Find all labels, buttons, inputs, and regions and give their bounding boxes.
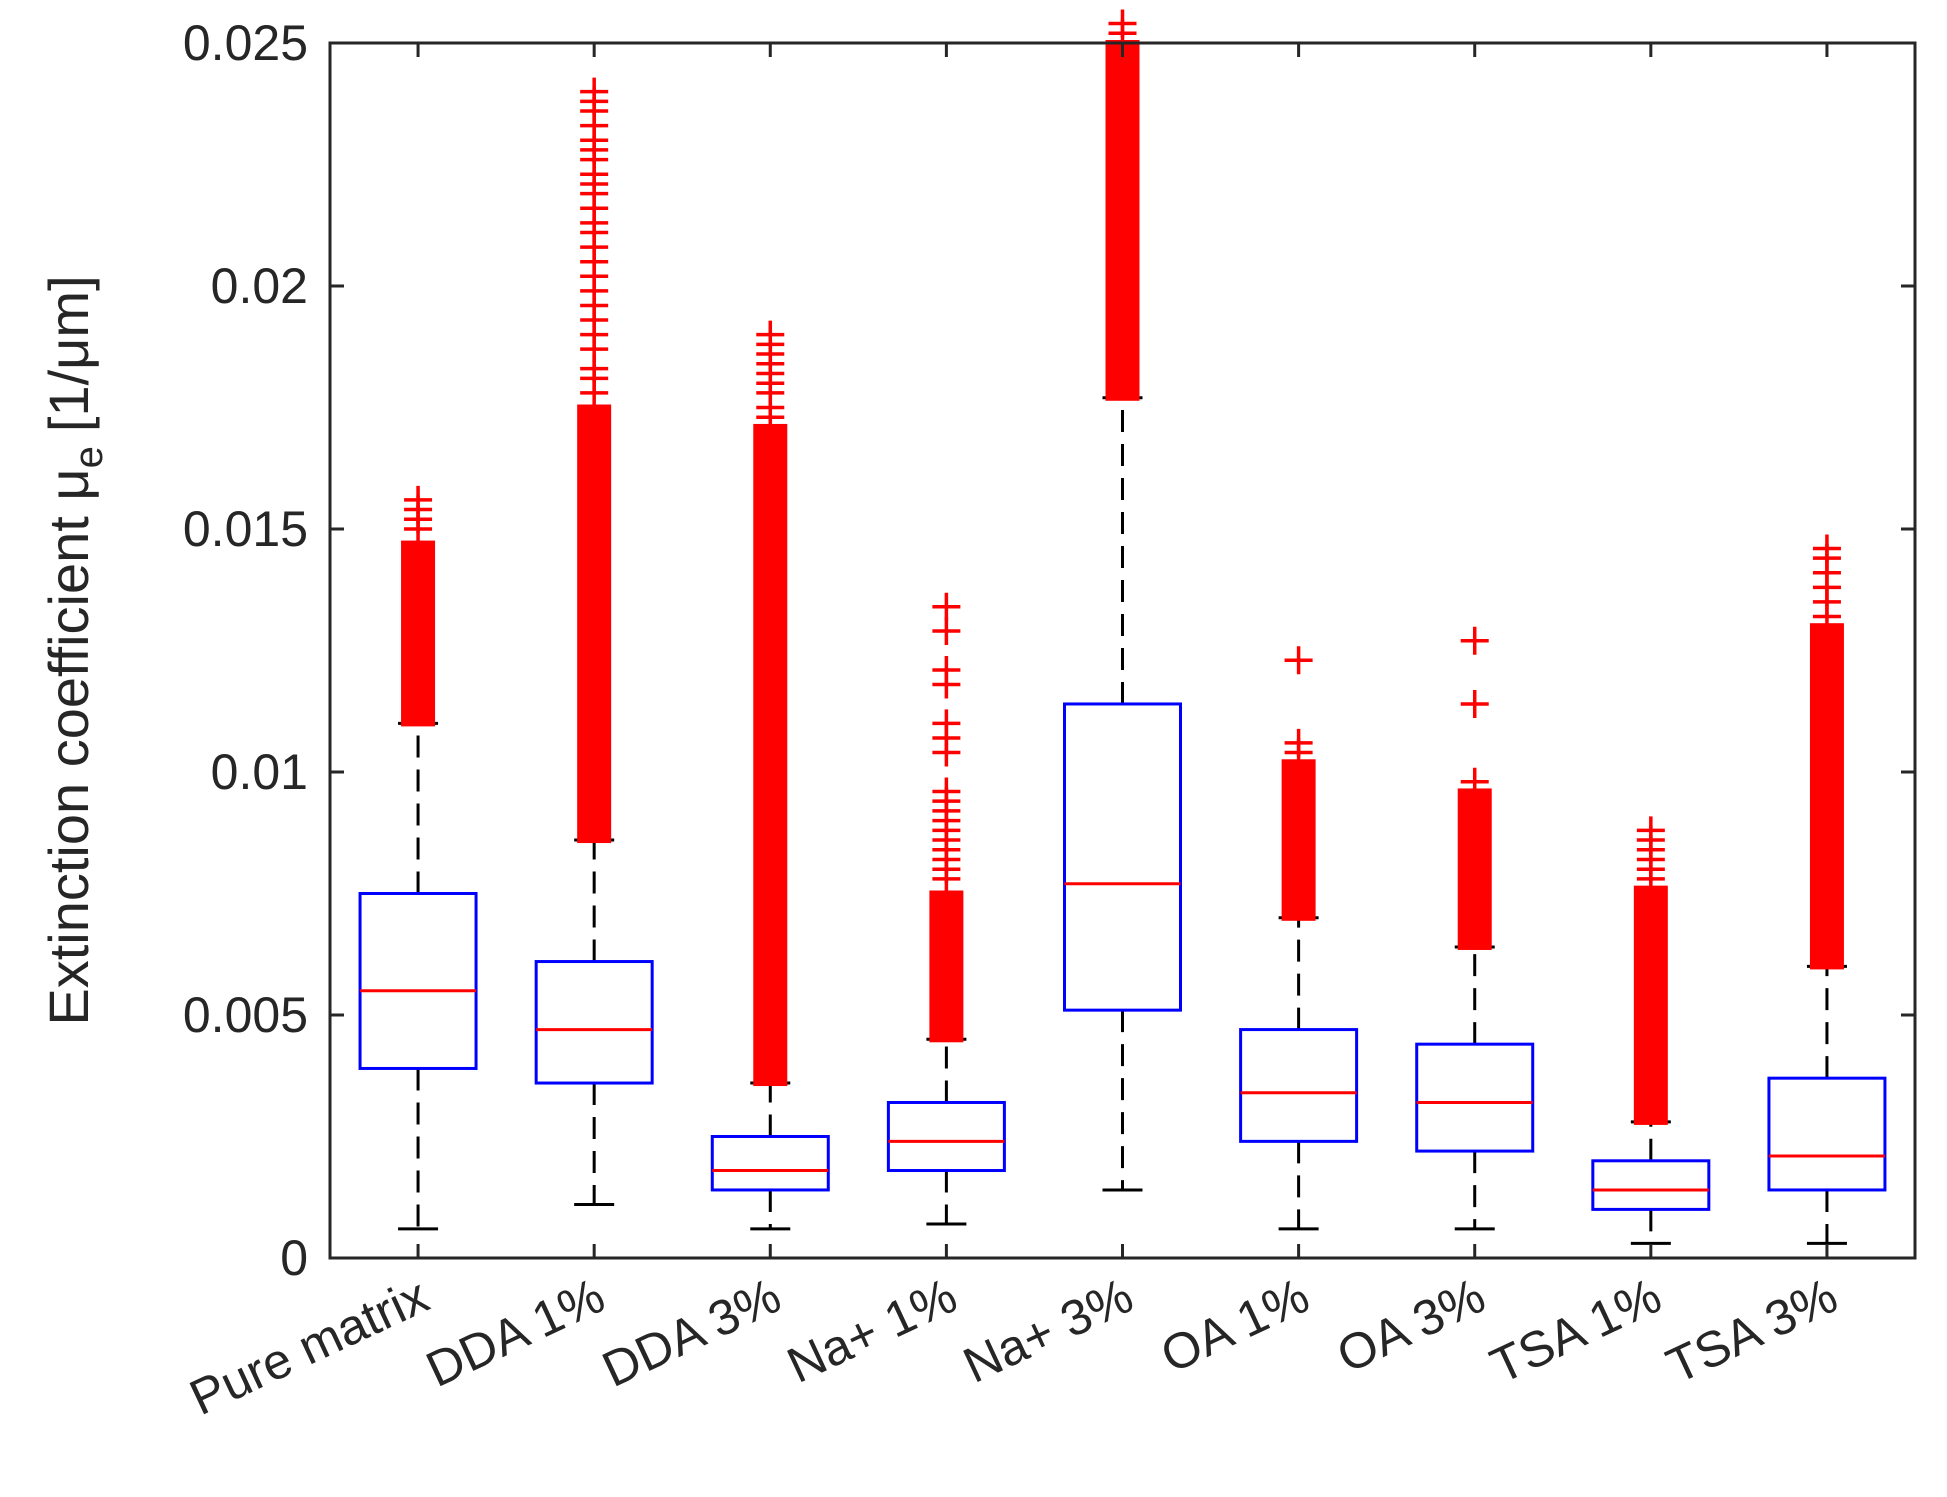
- box-iqr: [1063, 702, 1182, 1012]
- box-group: [1063, 9, 1182, 1192]
- outlier-point: [932, 592, 961, 621]
- y-axis-title-unit: [1/μm]: [37, 275, 100, 432]
- y-axis: 0 0.005 0.01 0.015 0.02 0.025: [183, 15, 1915, 1286]
- box-group: [1591, 816, 1711, 1245]
- box-iqr: [1415, 1042, 1535, 1153]
- x-category-label: Na+ 3%: [955, 1267, 1141, 1394]
- outlier-band: [401, 540, 436, 727]
- outlier-point: [1284, 728, 1313, 757]
- box-iqr: [358, 892, 478, 1070]
- box-iqr: [1767, 1076, 1887, 1192]
- outlier-band: [753, 423, 788, 1087]
- x-category-label: Pure matrix: [181, 1267, 436, 1426]
- outlier-band: [1105, 40, 1140, 401]
- x-category-label: DDA 3%: [594, 1267, 789, 1398]
- outlier-band: [1633, 885, 1668, 1125]
- outlier-point: [932, 617, 961, 646]
- y-tick-label: 0: [280, 1230, 308, 1286]
- box-iqr: [1591, 1159, 1711, 1211]
- outlier-point: [932, 655, 961, 684]
- x-category-label: OA 3%: [1329, 1267, 1494, 1384]
- outlier-point: [1812, 534, 1841, 563]
- outlier-point: [1284, 646, 1313, 675]
- box-group: [1767, 534, 1887, 1245]
- outlier-point: [932, 709, 961, 738]
- x-category-label: OA 1%: [1153, 1267, 1318, 1384]
- y-tick-label: 0.015: [183, 501, 308, 557]
- box-group: [1239, 646, 1359, 1231]
- box-iqr: [886, 1100, 1006, 1173]
- outlier-band: [1457, 788, 1492, 950]
- outlier-point: [1460, 689, 1489, 718]
- outlier-point: [1636, 816, 1665, 845]
- box-group: [1415, 626, 1535, 1231]
- box-group: [710, 320, 830, 1231]
- box-iqr: [534, 960, 654, 1085]
- box-group: [358, 485, 478, 1231]
- outlier-point: [1460, 626, 1489, 655]
- y-tick-label: 0.025: [183, 15, 308, 71]
- outlier-point: [1460, 767, 1489, 796]
- y-axis-title: Extinction coefficient μe [1/μm]: [37, 275, 111, 1025]
- outlier-band: [1809, 623, 1844, 970]
- outlier-point: [932, 777, 961, 806]
- x-category-label: DDA 1%: [418, 1267, 613, 1398]
- y-axis-title-subscript: e: [67, 446, 111, 468]
- outlier-point: [580, 77, 609, 106]
- y-tick-label: 0.005: [183, 987, 308, 1043]
- box-group: [534, 77, 654, 1207]
- outlier-point: [1108, 9, 1137, 38]
- outlier-band: [577, 404, 612, 844]
- x-category-label: TSA 3%: [1658, 1267, 1845, 1394]
- box-iqr: [710, 1135, 830, 1192]
- y-tick-label: 0.02: [211, 258, 308, 314]
- outlier-point: [756, 320, 785, 349]
- x-category-label: Na+ 1%: [779, 1267, 965, 1394]
- y-tick-label: 0.01: [211, 744, 308, 800]
- box-group: [886, 592, 1006, 1226]
- plot-marks: [358, 9, 1887, 1245]
- x-category-label: TSA 1%: [1482, 1267, 1669, 1394]
- y-axis-title-main: Extinction coefficient μ: [37, 468, 100, 1025]
- box-iqr: [1239, 1028, 1359, 1143]
- outlier-point: [404, 485, 433, 514]
- outlier-band: [1281, 759, 1316, 921]
- outlier-band: [929, 890, 964, 1043]
